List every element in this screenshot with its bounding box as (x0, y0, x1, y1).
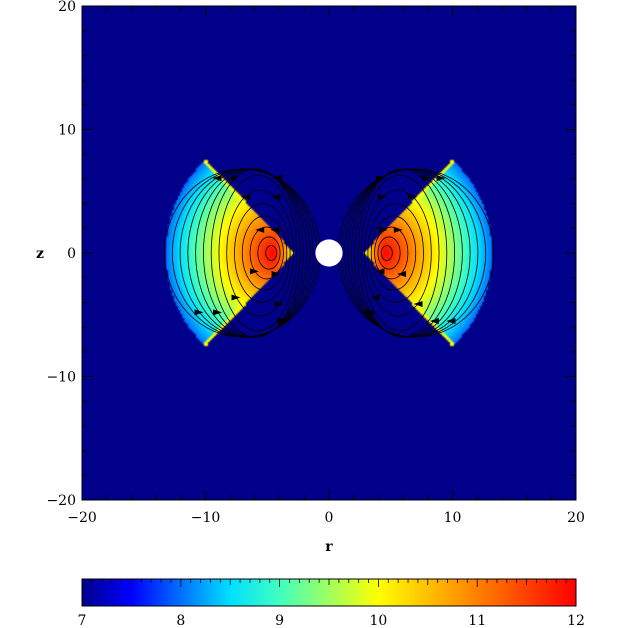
streamline-arrow (270, 226, 280, 233)
streamline (360, 174, 440, 332)
y-tick-label: 0 (67, 246, 76, 262)
colorbar-tick-label: 10 (369, 613, 387, 628)
streamline-arrow (446, 317, 456, 324)
streamline (370, 215, 417, 291)
streamline-arrow (370, 294, 380, 301)
x-tick-label: −20 (67, 510, 97, 526)
streamline (265, 245, 278, 261)
streamline-arrow (422, 175, 432, 182)
streamline-arrow (231, 294, 241, 301)
streamline-arrow (408, 193, 418, 200)
colorbar-tick-label: 11 (468, 613, 486, 628)
streamline-arrow (226, 175, 236, 182)
x-tick-label: 10 (444, 510, 462, 526)
streamline-arrow (393, 226, 403, 233)
streamline-arrow (249, 268, 259, 275)
streamline-arrow (413, 300, 423, 307)
streamline-arrow (378, 226, 388, 233)
streamline-arrow (377, 193, 387, 200)
colorbar-tick-label: 9 (275, 613, 284, 628)
y-tick-label: −20 (46, 493, 76, 509)
streamline-arrow (213, 309, 223, 316)
streamline (257, 236, 281, 270)
streamline (241, 215, 288, 291)
x-axis-label: r (325, 539, 333, 555)
streamline-arrow (212, 175, 222, 182)
streamline-arrow (375, 268, 385, 275)
streamline-arrow (280, 317, 290, 324)
streamline-arrow (271, 270, 281, 277)
streamline-arrow (365, 309, 375, 316)
streamline (226, 189, 294, 317)
streamline-arrow (360, 309, 370, 316)
streamline (218, 174, 298, 332)
streamline (367, 203, 424, 303)
streamline-arrow (255, 226, 265, 233)
colorbar-tick-label: 12 (567, 613, 585, 628)
x-tick-label: −10 (191, 510, 221, 526)
central-object (315, 239, 343, 267)
streamlines (164, 168, 494, 338)
x-tick-label: 0 (325, 510, 334, 526)
colorbar-tick-label: 7 (78, 613, 87, 628)
y-axis-label: z (36, 246, 44, 262)
axes: −20 −10 0 10 20 −20 −10 0 10 20 (46, 0, 584, 526)
y-tick-label: 10 (58, 123, 76, 139)
streamline (234, 203, 291, 303)
y-tick-label: 20 (58, 0, 76, 15)
colorbar: 7 8 9 10 11 12 (78, 578, 585, 628)
streamline-arrow (240, 193, 250, 200)
streamline (364, 189, 432, 317)
streamline-arrow (274, 300, 284, 307)
streamline-arrow (436, 175, 446, 182)
colorbar-tick-label: 8 (176, 613, 185, 628)
streamline-arrow (194, 309, 204, 316)
x-tick-label: 20 (567, 510, 585, 526)
streamline-arrow (397, 270, 407, 277)
streamline (377, 236, 401, 270)
streamline-arrow (271, 193, 281, 200)
streamline (374, 226, 409, 280)
streamline (249, 226, 284, 280)
streamline (380, 245, 393, 261)
streamline-arrow (429, 317, 439, 324)
y-tick-label: −10 (46, 370, 76, 386)
